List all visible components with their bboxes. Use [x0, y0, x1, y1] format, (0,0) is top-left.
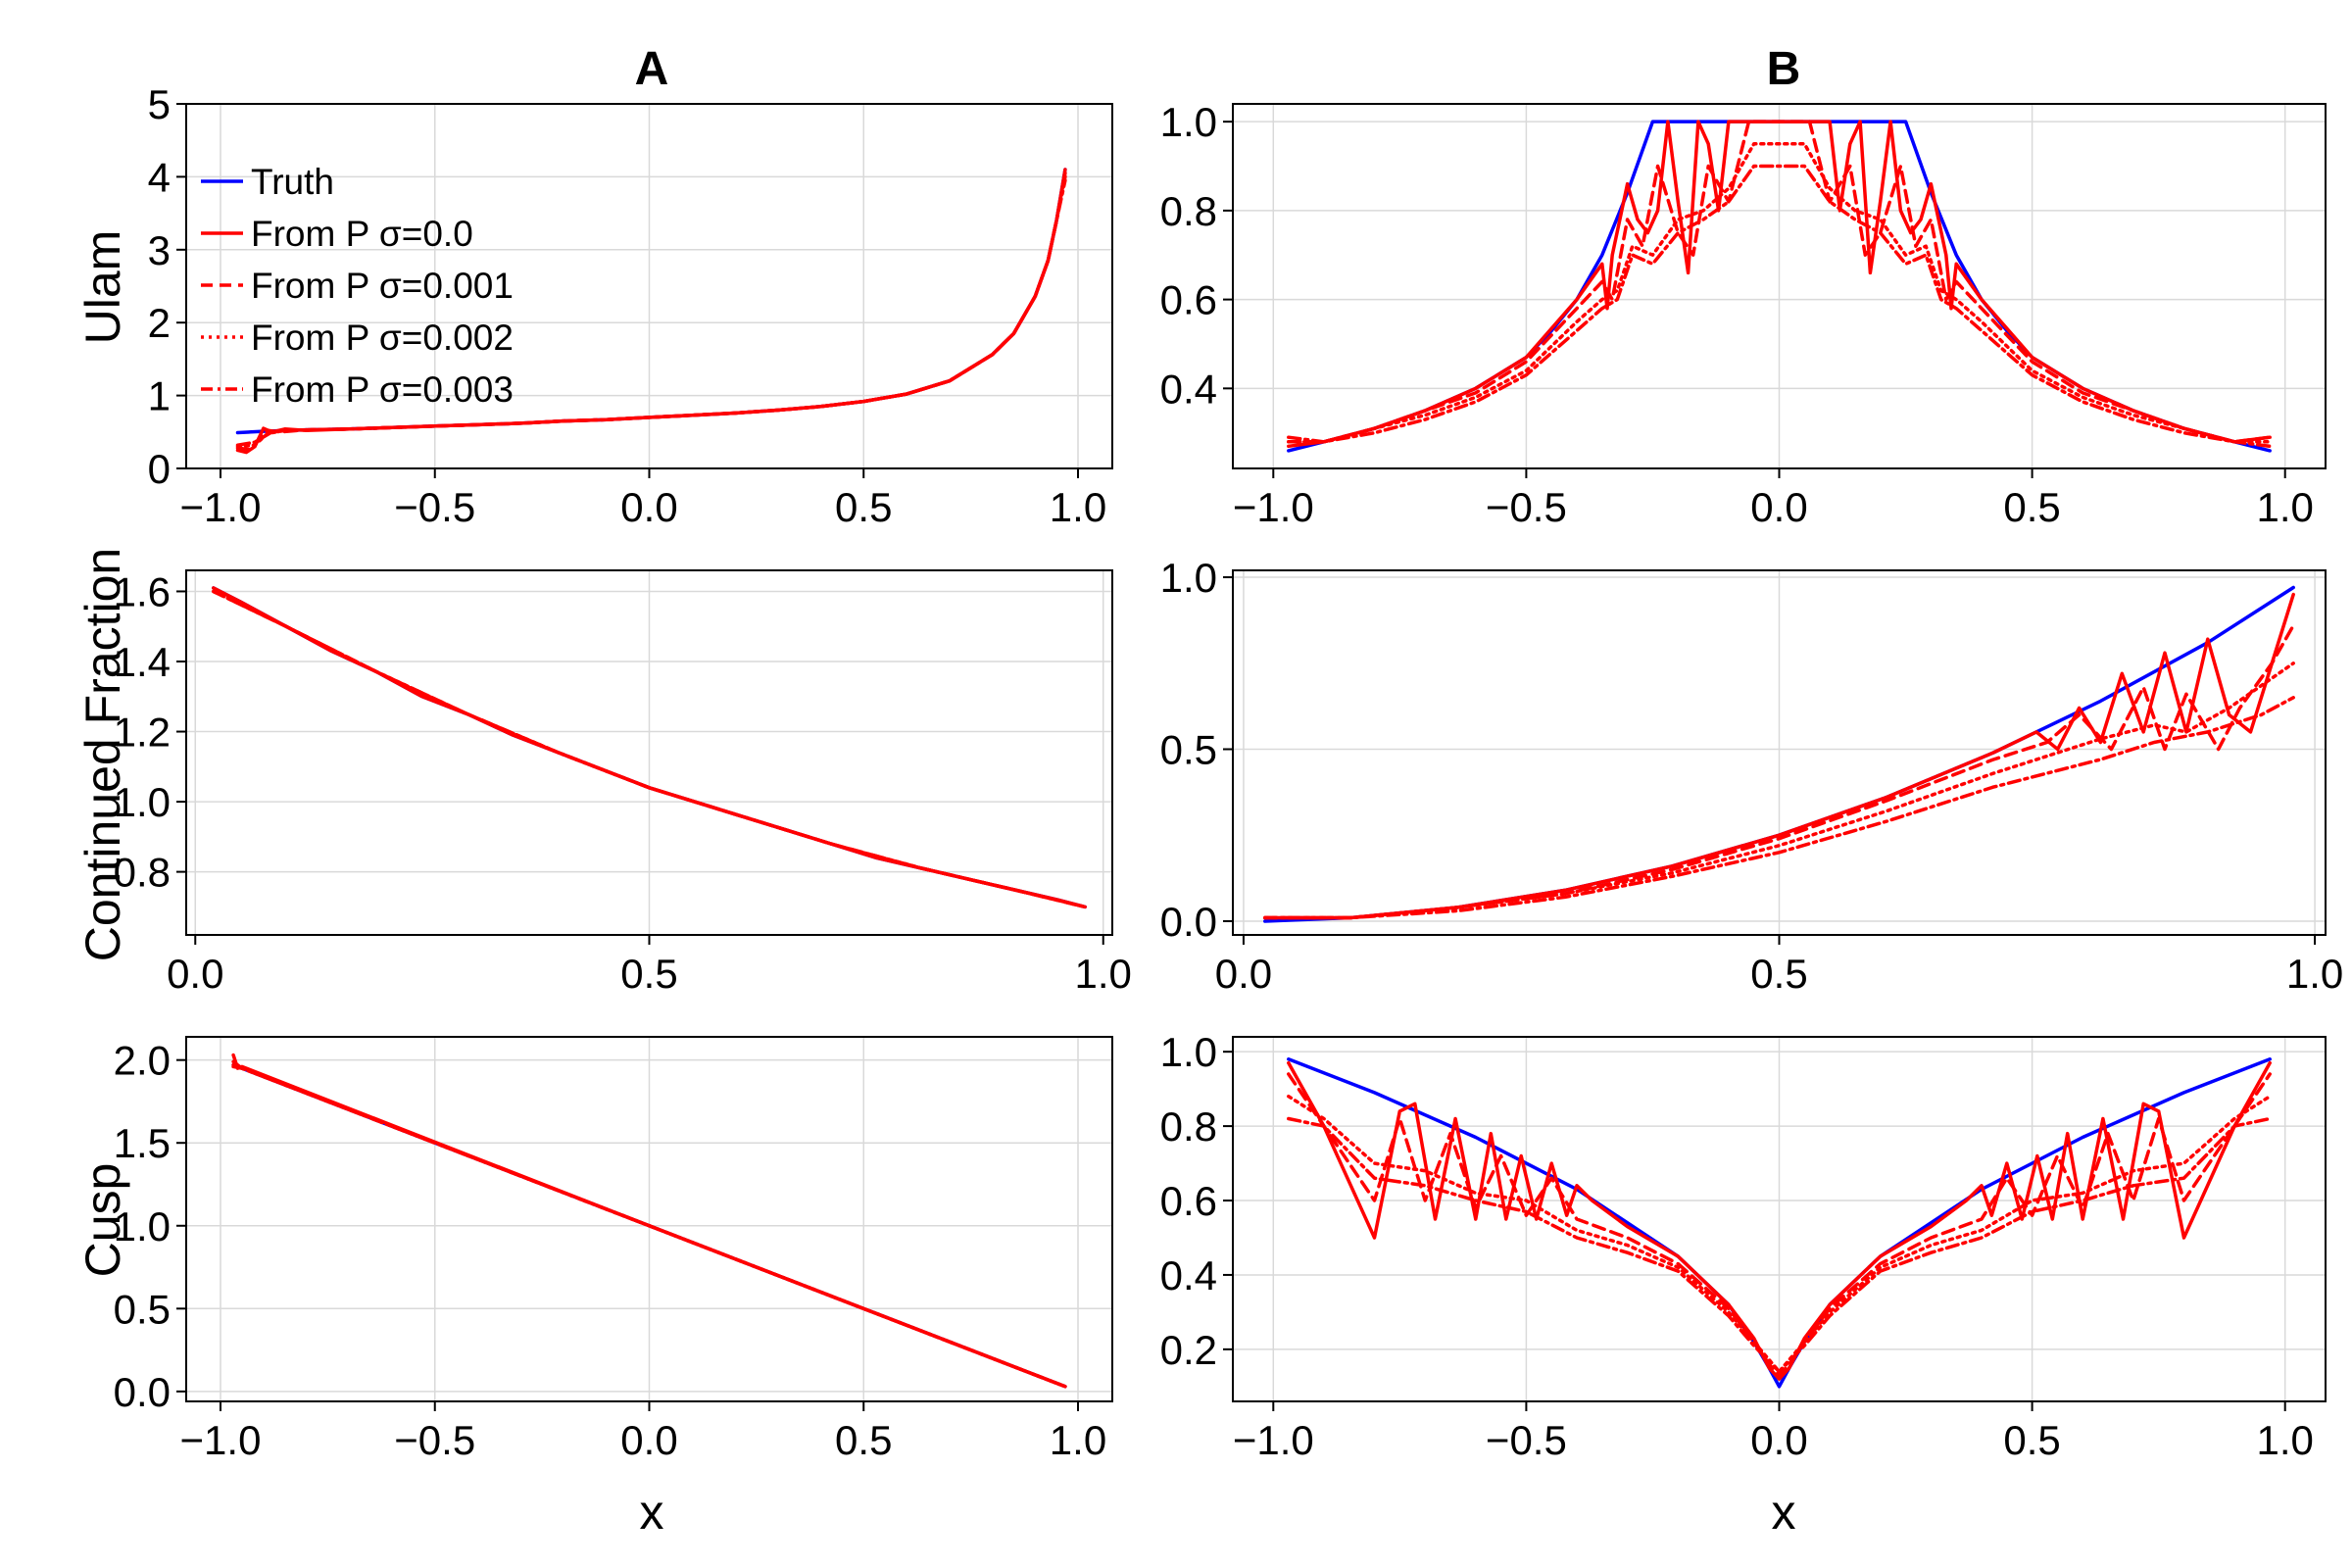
row-title-cusp: Cusp — [75, 1163, 130, 1278]
y-tick-label: 0.8 — [114, 850, 171, 896]
y-tick-label: 0.6 — [1160, 277, 1217, 323]
panel-ulam-a: −1.0 −0.5 0.0 0.5 1.0 0 1 2 3 4 5 — [148, 81, 1113, 530]
series-group — [1287, 120, 2272, 453]
x-tick-label: −0.5 — [1486, 484, 1567, 530]
series-line-from-p-sigma-0-003 — [231, 1064, 1067, 1389]
column-title-a: A — [635, 43, 669, 95]
legend-entry-sigma-0: From P σ=0.0 — [201, 214, 473, 254]
legend-label-sigma-0003: From P σ=0.003 — [251, 369, 514, 410]
series-group — [231, 1053, 1067, 1389]
y-tick-label: 4 — [148, 154, 171, 200]
x-tick-label: −1.0 — [1233, 1417, 1314, 1463]
y-tick-label: 0.6 — [1160, 1178, 1217, 1224]
x-tick-label: −0.5 — [1486, 1417, 1567, 1463]
legend-label-sigma-0002: From P σ=0.002 — [251, 318, 514, 358]
y-tick-label: 1.0 — [114, 1203, 171, 1250]
panel-ulam-b: −1.0 −0.5 0.0 0.5 1.0 0.4 0.6 0.8 1.0 — [1160, 99, 2327, 530]
panel-cusp-b: −1.0 −0.5 0.0 0.5 1.0 0.2 0.4 0.6 0.8 1.0 — [1160, 1029, 2327, 1463]
panel-continued-fraction-a: 0.0 0.5 1.0 0.8 1.0 1.2 1.4 1.6 — [114, 568, 1132, 997]
y-tick-label: 5 — [148, 81, 171, 127]
y-tick-label: 1.6 — [114, 568, 171, 614]
series-line-from-p-sigma-0-003 — [1263, 696, 2295, 920]
x-axis-label-b: x — [1772, 1485, 1796, 1540]
series-group — [1263, 585, 2295, 923]
x-tick-label: 0.5 — [620, 951, 677, 997]
y-tick-label: 1 — [148, 373, 171, 419]
legend: Truth From P σ=0.0 From P σ=0.001 From P… — [201, 162, 514, 410]
series-line-from-p-sigma-0-002 — [1263, 662, 2295, 920]
x-tick-label: 0.0 — [1750, 484, 1807, 530]
series-group — [212, 586, 1087, 909]
panel-cusp-a: −1.0 −0.5 0.0 0.5 1.0 0.0 0.5 1.0 1.5 2.0 — [114, 1036, 1113, 1463]
series-line-from-p-sigma-0-003 — [1287, 164, 2272, 449]
y-tick-label: 1.2 — [114, 710, 171, 756]
x-tick-label: 1.0 — [1050, 484, 1106, 530]
x-tick-label: 0.5 — [1750, 951, 1807, 997]
y-tick-label: 0.4 — [1160, 1252, 1217, 1298]
y-tick-label: 1.5 — [114, 1120, 171, 1166]
x-tick-label: −0.5 — [394, 1417, 475, 1463]
series-line-from-p-sigma-0-003 — [212, 589, 1087, 909]
legend-label-sigma-0001: From P σ=0.001 — [251, 266, 514, 306]
x-tick-label: −1.0 — [180, 484, 262, 530]
y-tick-label: 0.8 — [1160, 188, 1217, 234]
x-tick-label: 0.5 — [835, 1417, 892, 1463]
y-tick-label: 0.8 — [1160, 1103, 1217, 1150]
series-line-from-p-sigma-0-0 — [1287, 1060, 2272, 1381]
y-tick-label: 0.0 — [1160, 899, 1217, 945]
x-tick-label: 0.5 — [2003, 1417, 2060, 1463]
y-tick-label: 2 — [148, 300, 171, 346]
series-line-from-p-sigma-0-001 — [1287, 1072, 2272, 1378]
y-tick-label: 1.0 — [114, 779, 171, 825]
y-tick-label: 0.5 — [1160, 726, 1217, 772]
x-tick-label: 1.0 — [2257, 484, 2314, 530]
y-tick-label: 0.2 — [1160, 1327, 1217, 1373]
series-line-from-p-sigma-0-001 — [1287, 120, 2272, 444]
x-tick-label: 0.0 — [167, 951, 223, 997]
series-line-from-p-sigma-0-0 — [1263, 592, 2295, 920]
legend-label-sigma-0: From P σ=0.0 — [251, 214, 473, 254]
x-tick-label: 1.0 — [1075, 951, 1132, 997]
panel-continued-fraction-b: 0.0 0.5 1.0 0.0 0.5 1.0 — [1160, 555, 2344, 997]
x-tick-label: 1.0 — [1050, 1417, 1106, 1463]
y-tick-label: 0 — [148, 446, 171, 492]
x-tick-label: −1.0 — [1233, 484, 1314, 530]
series-line-from-p-sigma-0-003 — [1287, 1116, 2272, 1374]
series-group — [1287, 1057, 2272, 1389]
x-tick-label: −1.0 — [180, 1417, 262, 1463]
y-tick-label: 2.0 — [114, 1038, 171, 1084]
x-tick-label: 0.0 — [1750, 1417, 1807, 1463]
x-tick-label: −0.5 — [394, 484, 475, 530]
series-line-from-p-sigma-0-0 — [235, 168, 1067, 455]
series-line-from-p-sigma-0-003 — [235, 178, 1067, 447]
legend-entry-sigma-0001: From P σ=0.001 — [201, 266, 514, 306]
series-line-from-p-sigma-0-002 — [1287, 142, 2272, 444]
x-tick-label: 0.0 — [1215, 951, 1272, 997]
y-tick-label: 3 — [148, 227, 171, 273]
x-tick-label: 0.0 — [620, 484, 677, 530]
x-tick-label: 1.0 — [2286, 951, 2343, 997]
series-line-truth — [1287, 1057, 2272, 1389]
y-tick-label: 0.4 — [1160, 366, 1217, 412]
x-tick-label: 0.5 — [835, 484, 892, 530]
x-tick-label: 0.5 — [2003, 484, 2060, 530]
legend-entry-truth: Truth — [201, 162, 334, 202]
x-tick-label: 0.0 — [620, 1417, 677, 1463]
legend-label-truth: Truth — [251, 162, 334, 202]
row-title-continued-fraction: Continued Fraction — [75, 548, 130, 961]
x-axis-label-a: x — [640, 1485, 664, 1540]
series-group — [235, 168, 1067, 455]
y-tick-label: 1.4 — [114, 639, 171, 685]
row-title-ulam: Ulam — [75, 230, 130, 345]
y-tick-label: 0.0 — [114, 1369, 171, 1415]
column-title-b: B — [1767, 43, 1801, 95]
x-tick-label: 1.0 — [2257, 1417, 2314, 1463]
y-tick-label: 1.0 — [1160, 1029, 1217, 1075]
y-tick-label: 1.0 — [1160, 99, 1217, 145]
legend-entry-sigma-0003: From P σ=0.003 — [201, 369, 514, 410]
legend-entry-sigma-0002: From P σ=0.002 — [201, 318, 514, 358]
y-tick-label: 0.5 — [114, 1286, 171, 1332]
y-tick-label: 1.0 — [1160, 555, 1217, 601]
